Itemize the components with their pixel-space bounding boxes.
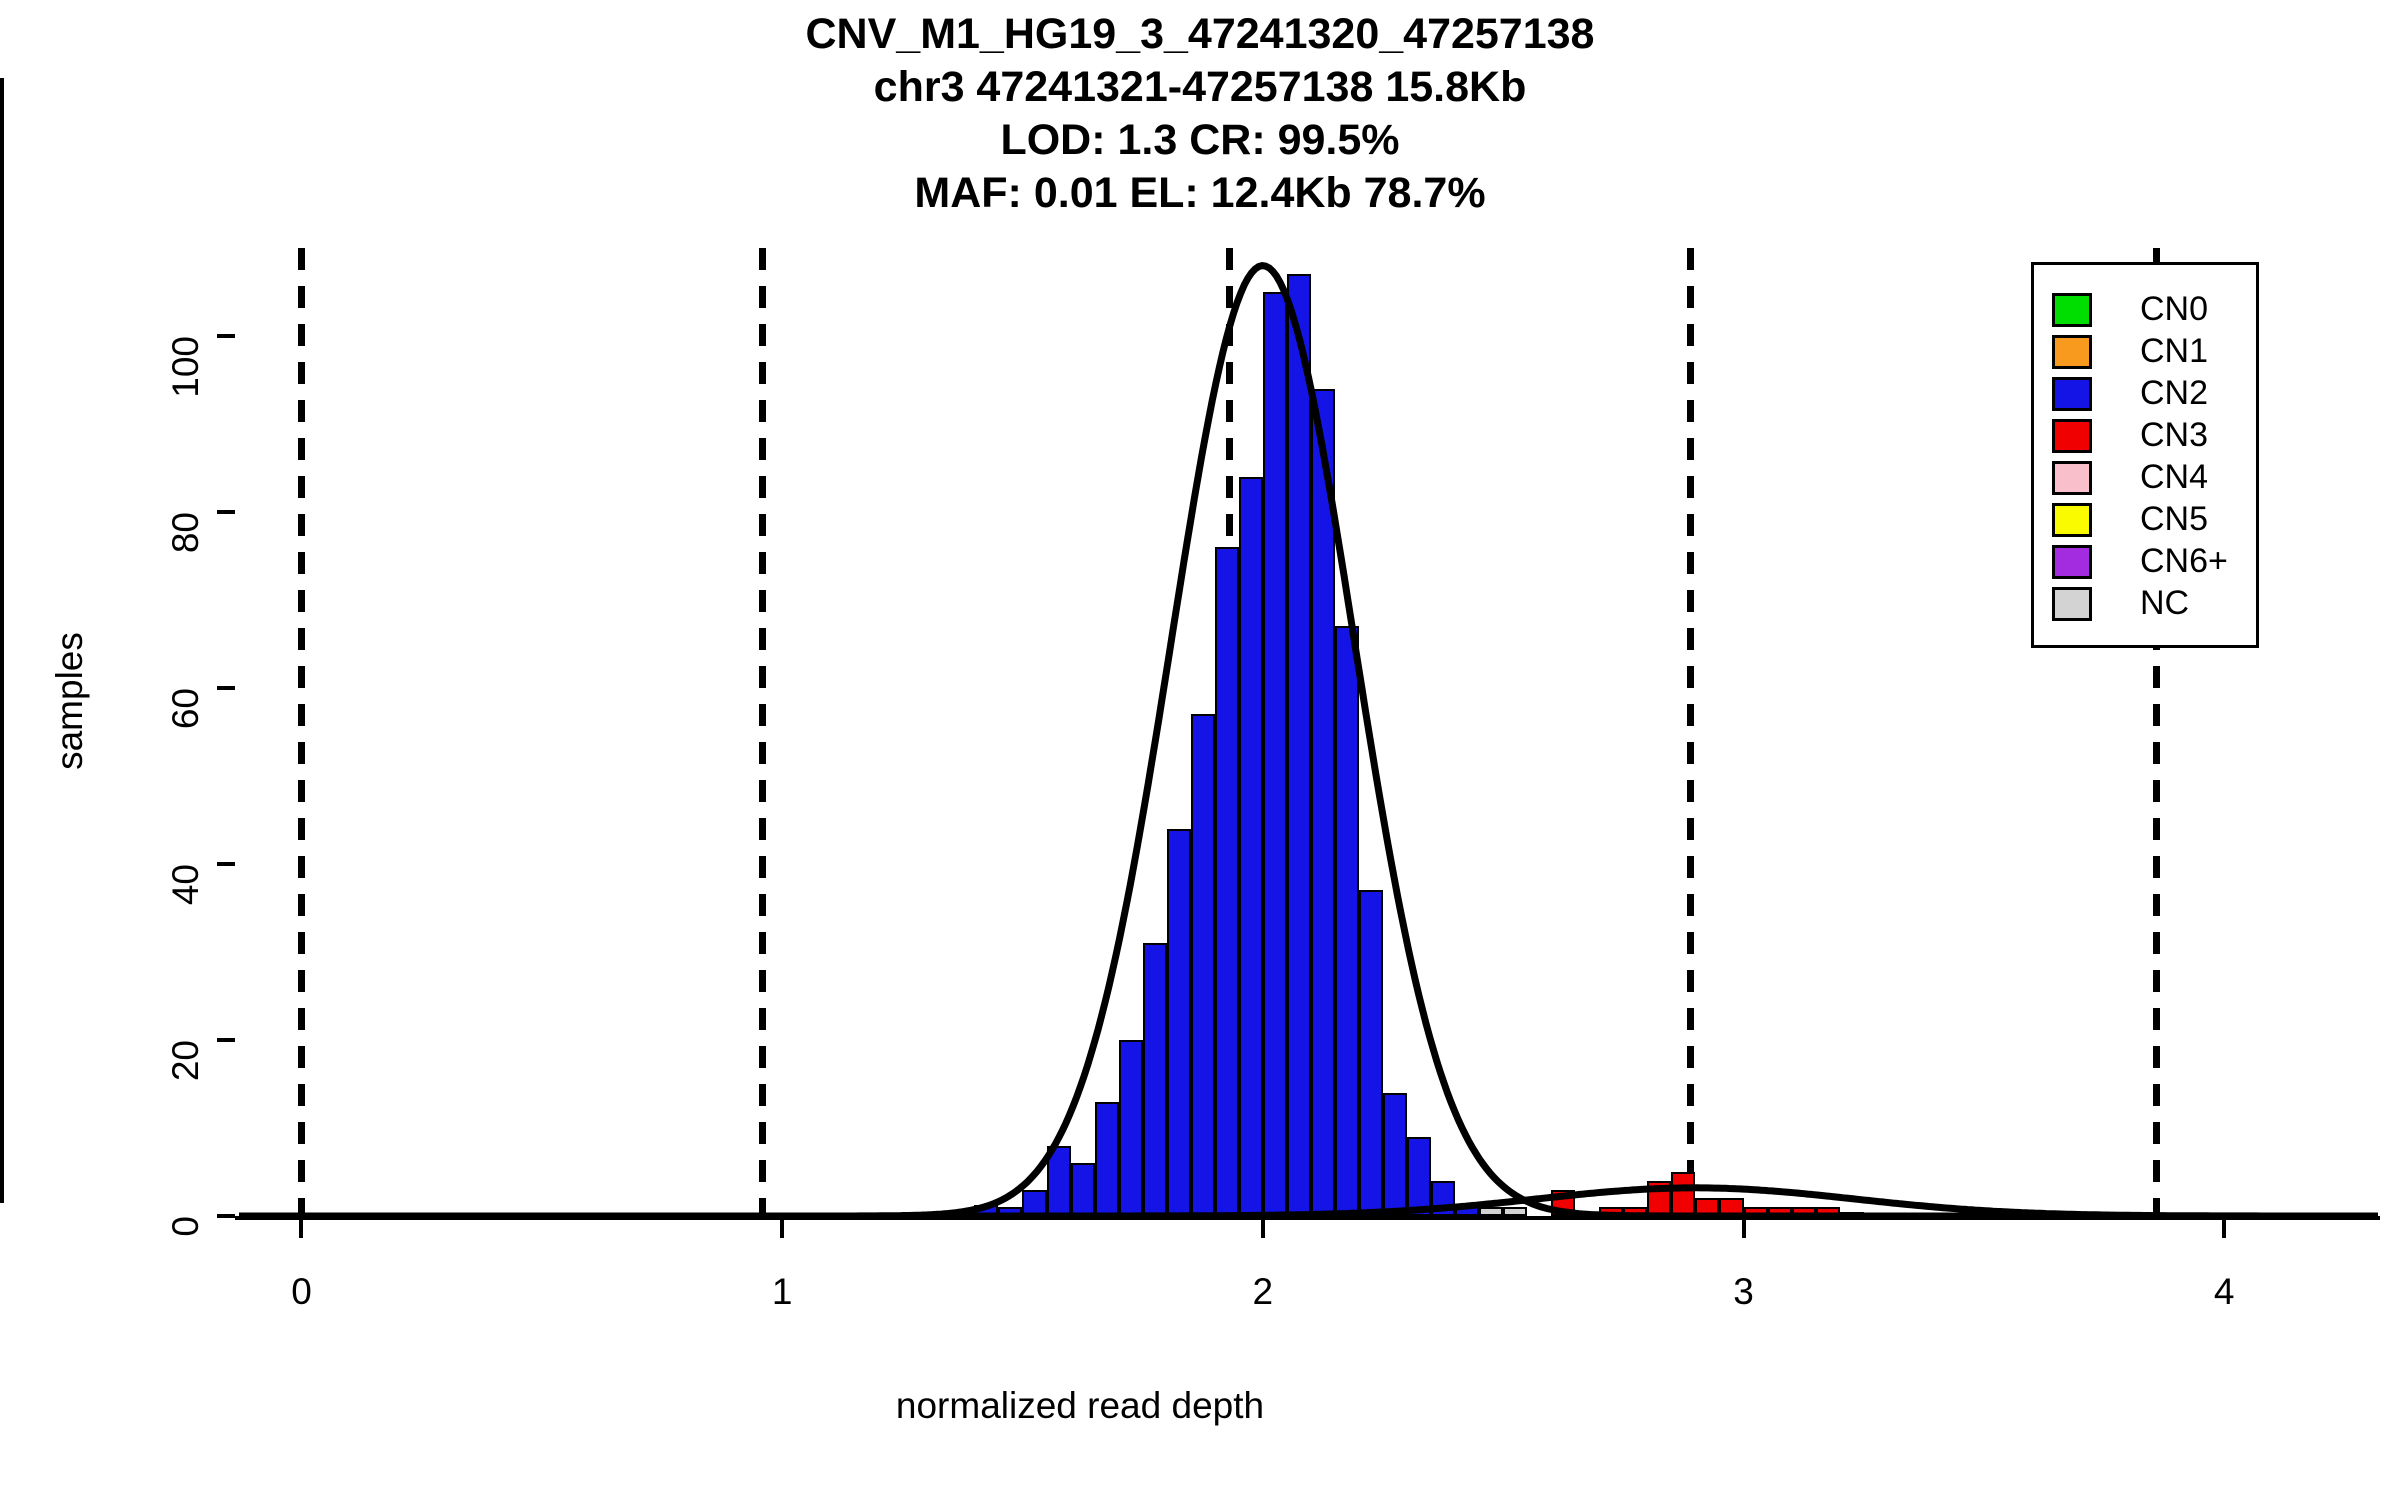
legend-swatch-cn2-icon <box>2052 376 2092 411</box>
CN3-density <box>239 1184 2378 1220</box>
legend-label: CN0 <box>2140 290 2209 328</box>
legend-label: CN5 <box>2140 500 2209 538</box>
histogram-bar <box>1479 1207 1504 1216</box>
histogram-bar <box>1238 476 1263 1216</box>
legend-item-nc[interactable]: NC <box>2052 584 2189 623</box>
legend-label: CN1 <box>2140 332 2209 370</box>
legend-label: CN4 <box>2140 458 2209 496</box>
x-tick-label-2: 2 <box>1252 1271 1274 1312</box>
threshold-dashed-line-1 <box>759 248 767 1216</box>
histogram-bar <box>1286 274 1311 1216</box>
figure-title: CNV_M1_HG19_3_47241320_47257138 chr3 472… <box>0 8 2400 220</box>
histogram-bar <box>1166 828 1191 1216</box>
legend-label: CN2 <box>2140 374 2209 412</box>
x-axis-label: normalized read depth <box>895 1385 1265 1426</box>
y-tick-60 <box>217 686 235 690</box>
title-line-4: MAF: 0.01 EL: 12.4Kb 78.7% <box>914 169 1486 217</box>
x-tick-0 <box>299 1220 304 1238</box>
x-tick-2 <box>1260 1220 1265 1238</box>
legend-item-cn3[interactable]: CN3 <box>2052 416 2208 455</box>
legend-item-cn1[interactable]: CN1 <box>2052 332 2208 371</box>
legend-item-cn6plus[interactable]: CN6+ <box>2052 542 2228 581</box>
histogram-bar <box>1310 388 1335 1216</box>
legend-swatch-cn6plus-icon <box>2052 544 2092 579</box>
histogram-bar <box>1503 1207 1528 1216</box>
x-tick-1 <box>780 1220 785 1238</box>
threshold-dashed-line-4 <box>2153 248 2161 1216</box>
legend-item-cn5[interactable]: CN5 <box>2052 500 2208 539</box>
threshold-dashed-line-3 <box>1687 248 1695 1216</box>
legend-swatch-cn5-icon <box>2052 502 2092 537</box>
x-tick-label-0: 0 <box>291 1271 312 1312</box>
histogram-bar <box>1334 626 1359 1216</box>
legend-swatch-cn4-icon <box>2052 460 2092 495</box>
legend-swatch-cn1-icon <box>2052 334 2092 369</box>
y-tick-20 <box>217 1038 235 1042</box>
legend-swatch-nc-icon <box>2052 586 2092 621</box>
histogram-bar <box>1022 1189 1047 1216</box>
title-line-2: chr3 47241321-47257138 15.8Kb <box>873 63 1527 111</box>
legend-item-cn4[interactable]: CN4 <box>2052 458 2208 497</box>
legend-label: CN3 <box>2140 416 2209 454</box>
histogram-bar <box>1407 1136 1432 1216</box>
legend-label: CN6+ <box>2140 542 2228 580</box>
y-axis-line <box>0 78 4 1203</box>
x-tick-4 <box>2222 1220 2227 1238</box>
legend-box: CN0 CN1 CN2 CN3 CN4 CN5 CN6+ NC <box>2031 262 2259 648</box>
x-tick-label-4: 4 <box>2213 1271 2235 1312</box>
legend-item-cn2[interactable]: CN2 <box>2052 374 2208 413</box>
x-tick-3 <box>1741 1220 1746 1238</box>
histogram-bar <box>1383 1092 1408 1216</box>
histogram-bar <box>1358 890 1383 1216</box>
legend-item-cn0[interactable]: CN0 <box>2052 290 2208 329</box>
legend-label: NC <box>2140 584 2190 622</box>
legend-swatch-cn0-icon <box>2052 292 2092 327</box>
y-tick-100 <box>217 334 235 338</box>
histogram-bar <box>1190 714 1215 1216</box>
y-tick-40 <box>217 862 235 866</box>
x-tick-label-3: 3 <box>1733 1271 1754 1312</box>
histogram-bar <box>1142 943 1167 1216</box>
threshold-dashed-line-0 <box>297 248 305 1216</box>
x-tick-label-1: 1 <box>771 1271 793 1312</box>
histogram-bar <box>1262 292 1287 1216</box>
title-line-3: LOD: 1.3 CR: 99.5% <box>1000 116 1400 164</box>
y-tick-80 <box>217 510 235 514</box>
histogram-bar <box>1671 1172 1696 1216</box>
histogram-bar <box>1214 547 1239 1216</box>
y-tick-0 <box>217 1214 235 1218</box>
legend-swatch-cn3-icon <box>2052 418 2092 453</box>
title-line-1: CNV_M1_HG19_3_47241320_47257138 <box>805 10 1595 58</box>
